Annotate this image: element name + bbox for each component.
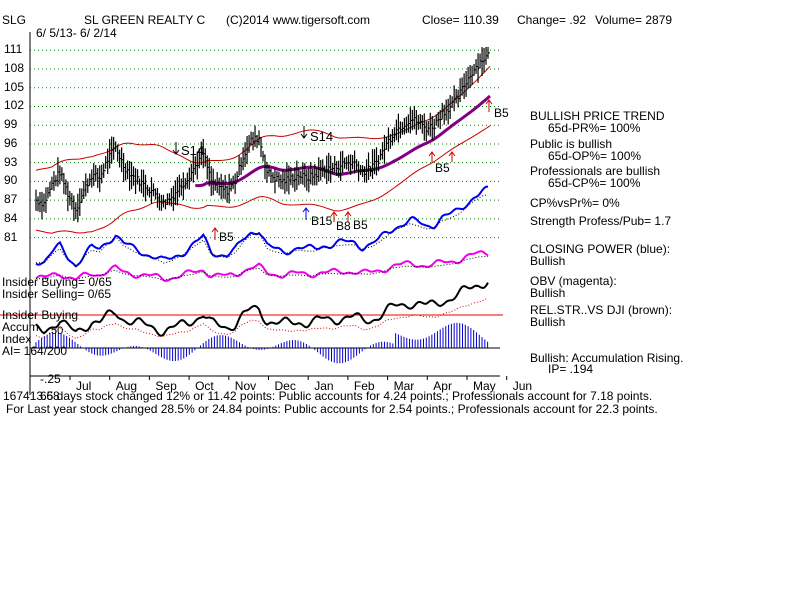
accum-upper-tick: .50 <box>48 325 64 337</box>
accumulation-status: Bullish: Accumulation Rising. <box>530 351 684 365</box>
rel-strength-status: Bullish <box>530 315 566 329</box>
closing-power-ma-line <box>35 194 489 268</box>
trend-pr: 65d-PR%= 100% <box>548 121 641 135</box>
insider-buying: Insider Buying= 0/65 <box>2 275 112 289</box>
signal-arrow-head <box>344 211 352 217</box>
y-tick-label: 84 <box>4 210 18 225</box>
signal-arrow-head <box>302 207 310 213</box>
ticker-symbol: SLG <box>2 13 27 27</box>
signal-b5-label: B5 <box>353 218 368 232</box>
price-bars <box>35 46 491 223</box>
x-tick-label: Dec <box>274 379 296 393</box>
axis-ticks <box>69 376 508 380</box>
x-tick-label: Oct <box>195 379 214 393</box>
y-tick-label: 99 <box>4 117 18 132</box>
signal-arrow-head <box>448 151 456 157</box>
x-tick-label: Jun <box>512 379 533 393</box>
x-tick-label: Jan <box>314 379 334 393</box>
pros-status: Professionals are bullish <box>530 164 661 178</box>
ai-value: AI= 164/200 <box>2 344 68 358</box>
chart-gridlines <box>30 49 500 239</box>
x-tick-label: Jul <box>76 379 92 393</box>
insider-selling: Insider Selling= 0/65 <box>2 287 112 301</box>
x-tick-label: Apr <box>433 379 452 393</box>
signal-arrow-head <box>330 211 338 217</box>
obv-line <box>35 250 489 283</box>
x-tick-label: Sep <box>155 379 177 393</box>
obv-ma-line <box>35 255 489 281</box>
signal-b5-label: B5 <box>219 230 234 244</box>
signal-s14-label: S14 <box>181 143 205 158</box>
signal-b15-label: B15 <box>311 214 333 228</box>
overprint-text: 167413.68 <box>3 389 60 403</box>
accum-label: Accum <box>2 320 39 334</box>
closing-power-title: CLOSING POWER (blue): <box>530 242 671 256</box>
footer-line-65d: 65 days stock changed 12% or 11.42 point… <box>40 389 653 403</box>
signal-arrows <box>172 99 493 240</box>
price-change: Change= .92 <box>517 13 587 27</box>
y-tick-label: 105 <box>4 79 25 94</box>
signal-b8-label: B8 <box>336 219 351 233</box>
closing-power-line <box>35 185 489 268</box>
y-tick-label: 102 <box>4 98 25 113</box>
signal-arrow-head <box>300 133 308 139</box>
public-status: Public is bullish <box>530 137 613 151</box>
y-tick-label: 93 <box>4 154 18 169</box>
footer-line-year: For Last year stock changed 28.5% or 24.… <box>6 402 658 416</box>
rel-strength-title: REL.STR..VS DJI (brown): <box>530 303 673 317</box>
cp-vs-pr: CP%vsPr%= 0% <box>530 196 620 210</box>
close-price: Close= 110.39 <box>422 13 499 27</box>
y-tick-label: 90 <box>4 173 18 188</box>
x-tick-label: Feb <box>353 379 375 393</box>
insider-buying-line-label: Insider Buying <box>2 308 79 322</box>
strength-ratio: Strength Profess/Pub= 1.7 <box>530 214 672 228</box>
obv-title: OBV (magenta): <box>530 274 617 288</box>
signal-b5-label: B5 <box>494 106 509 120</box>
company-name: SL GREEN REALTY C <box>84 13 206 27</box>
x-tick-label: Nov <box>234 379 257 393</box>
y-tick-label: 108 <box>4 60 25 75</box>
moving-average-line <box>195 94 491 188</box>
date-range: 6/ 5/13- 6/ 2/14 <box>36 26 117 40</box>
volume-value: Volume= 2879 <box>595 13 673 27</box>
y-tick-label: 96 <box>4 135 18 150</box>
y-tick-label: 111 <box>4 42 23 57</box>
lower-band-line <box>35 125 491 234</box>
index-label: Index <box>2 332 32 346</box>
pros-cp: 65d-CP%= 100% <box>548 176 641 190</box>
y-tick-label: 87 <box>4 192 18 207</box>
x-tick-label: Mar <box>393 379 415 393</box>
signal-s14-label: S14 <box>310 129 334 144</box>
copyright-text: (C)2014 www.tigersoft.com <box>226 13 371 27</box>
accumulation-index-bars <box>35 322 489 364</box>
accum-lower-tick: -.25 <box>40 372 61 386</box>
rel-strength-line <box>35 282 489 337</box>
signal-arrow-head <box>172 149 180 155</box>
x-tick-label: May <box>473 379 496 393</box>
ip-value: IP= .194 <box>548 362 594 376</box>
obv-status: Bullish <box>530 286 566 300</box>
public-op: 65d-OP%= 100% <box>548 149 642 163</box>
signal-b5-label: B5 <box>435 161 450 175</box>
y-tick-label: 81 <box>4 229 18 244</box>
signal-arrow-head <box>485 99 493 105</box>
closing-power-status: Bullish <box>530 254 566 268</box>
signal-arrow-head <box>428 151 436 157</box>
x-tick-label: Aug <box>115 379 138 393</box>
signal-arrow-head <box>211 227 219 233</box>
trend-title: BULLISH PRICE TREND <box>530 109 665 123</box>
